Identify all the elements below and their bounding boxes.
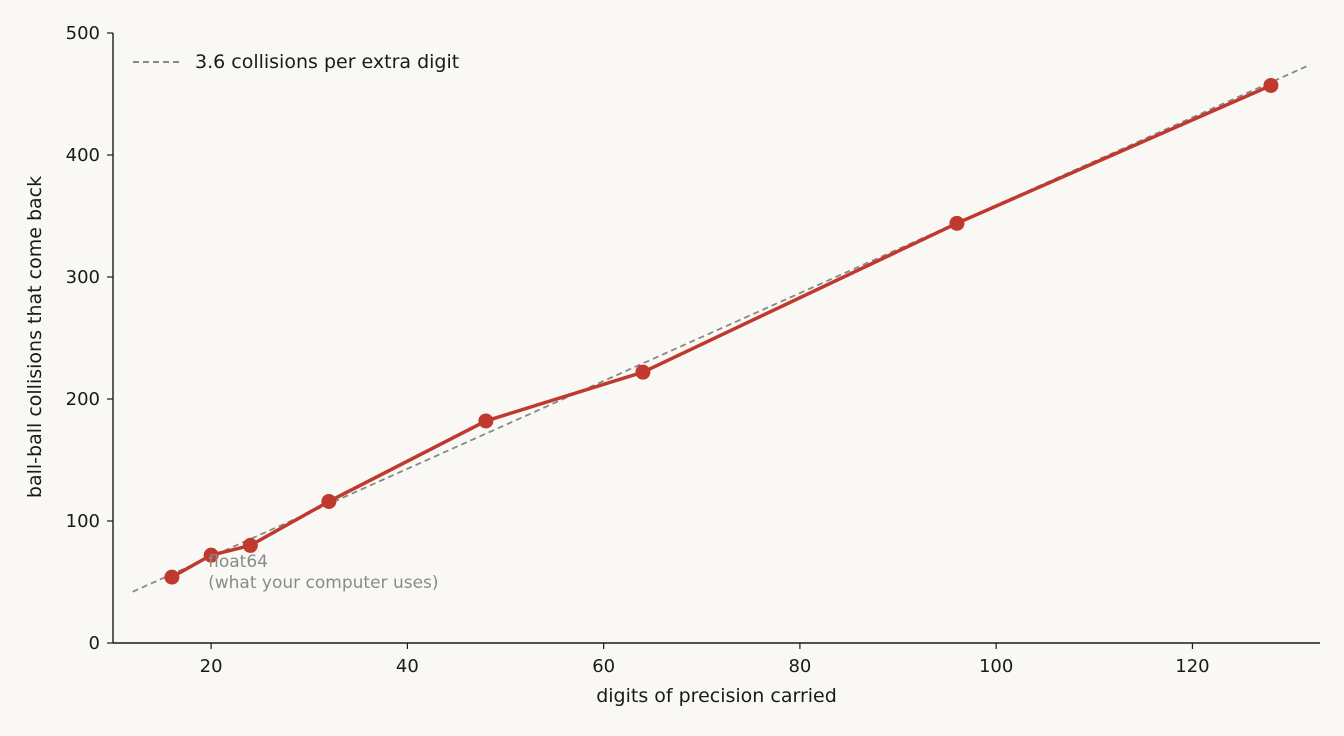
annotations: float64 (what your computer uses)	[208, 552, 438, 593]
y-axis-title: ball-ball collisions that come back	[24, 176, 46, 498]
data-point	[635, 364, 651, 380]
y-tick-label: 400	[66, 145, 100, 166]
x-tick-label: 100	[979, 656, 1013, 677]
annotation-line-1: float64	[208, 552, 268, 572]
x-tick-label: 120	[1175, 656, 1209, 677]
series-line	[170, 83, 1273, 579]
legend: 3.6 collisions per extra digit	[133, 51, 459, 73]
y-tick-label: 0	[89, 633, 100, 654]
data-point	[321, 493, 337, 509]
y-tick-label: 300	[66, 267, 100, 288]
data-point	[1263, 77, 1279, 93]
data-point	[164, 569, 180, 585]
x-axis-title: digits of precision carried	[596, 685, 837, 707]
series-group	[164, 77, 1279, 585]
x-tick-label: 40	[396, 656, 419, 677]
x-ticks: 20 40 60 80 100 120	[200, 643, 1210, 677]
y-tick-label: 200	[66, 389, 100, 410]
y-tick-label: 100	[66, 511, 100, 532]
data-point	[949, 215, 965, 231]
data-point	[203, 547, 219, 563]
x-tick-label: 80	[788, 656, 811, 677]
x-tick-label: 60	[592, 656, 615, 677]
x-tick-label: 20	[200, 656, 223, 677]
y-ticks: 0 100 200 300 400 500	[66, 23, 113, 654]
annotation-line-2: (what your computer uses)	[208, 573, 438, 593]
data-point	[242, 537, 258, 553]
data-point	[478, 413, 494, 429]
axes: 20 40 60 80 100 120 0 100 200 300 400 500	[66, 23, 1320, 677]
legend-label: 3.6 collisions per extra digit	[195, 51, 459, 73]
y-tick-label: 500	[66, 23, 100, 44]
